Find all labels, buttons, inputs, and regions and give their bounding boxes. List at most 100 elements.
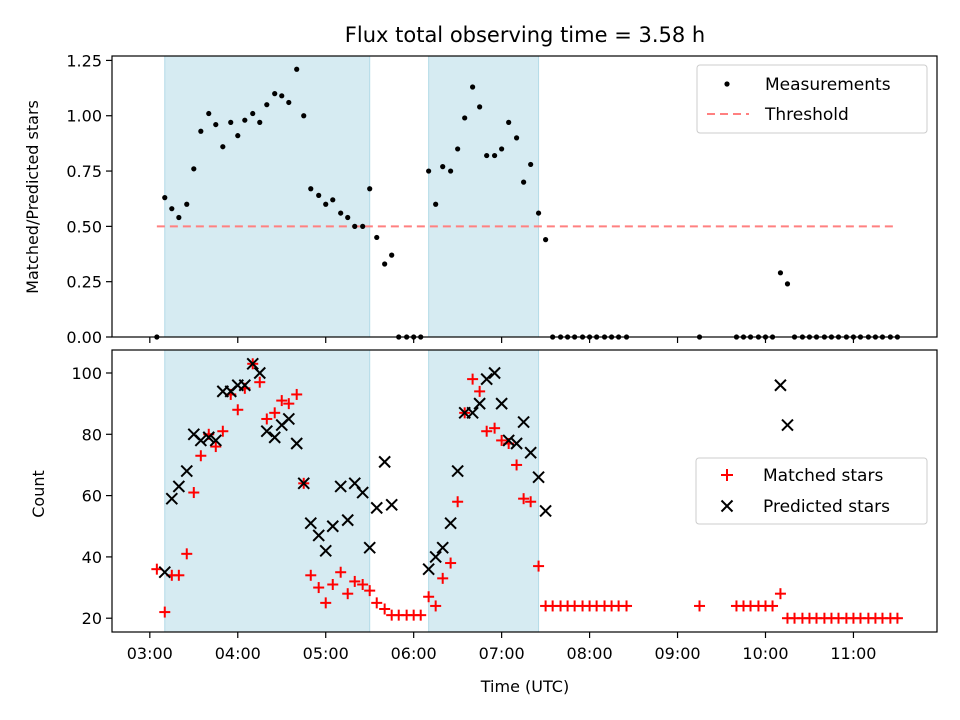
predicted-point-23	[326, 520, 339, 533]
matched-stars-points	[151, 358, 903, 624]
predicted-point-13	[253, 366, 266, 380]
measurement-point-17	[279, 93, 285, 99]
matched-point-1	[159, 606, 171, 618]
matched-point-36	[415, 609, 427, 621]
top-ytick-label-4: 1.00	[66, 107, 102, 126]
matched-point-11	[232, 404, 244, 416]
measurement-point-43	[470, 84, 476, 90]
matched-point-44	[474, 385, 486, 397]
predicted-point-33	[429, 550, 442, 564]
measurement-point-32	[389, 252, 395, 258]
predicted-point-43	[502, 434, 515, 447]
bottom-xtick-label-1: 04:00	[215, 644, 261, 663]
bottom-xtick-label-8: 11:00	[830, 644, 876, 663]
top-shaded-intervals	[164, 55, 540, 338]
top-axes-frame	[111, 55, 938, 338]
matched-point-26	[342, 588, 354, 600]
predicted-point-48	[539, 504, 552, 518]
top-ytick-label-3: 0.75	[66, 162, 102, 181]
predicted-stars-points	[158, 357, 794, 579]
measurement-point-37	[426, 168, 432, 174]
top-legend: Measurements Threshold	[696, 64, 928, 134]
measurement-point-49	[513, 135, 520, 141]
bottom-ytick-label-4: 100	[71, 364, 102, 383]
matched-point-28	[357, 578, 369, 590]
predicted-point-32	[422, 562, 435, 576]
measurement-point-52	[535, 210, 542, 216]
measurement-point-41	[455, 146, 461, 152]
predicted-point-27	[356, 486, 369, 499]
measurement-point-10	[228, 119, 234, 125]
measurement-point-1	[162, 195, 168, 201]
legend-threshold-label: Threshold	[764, 105, 849, 125]
bottom-ytick-label-0: 20	[82, 609, 102, 628]
measurement-point-20	[301, 113, 307, 119]
bottom-xtick-label-0: 03:00	[127, 644, 173, 663]
predicted-point-50	[781, 418, 794, 432]
predicted-point-22	[319, 544, 332, 557]
bottom-panel: 20 40 60 80 100 03:00 04:00 05:00 06:00 07:00 08:…	[29, 349, 938, 696]
predicted-point-41	[488, 366, 501, 380]
predicted-point-11	[238, 379, 252, 392]
measurement-point-8	[213, 121, 219, 128]
legend-matched-label: Matched stars	[763, 466, 883, 486]
matched-point-30	[371, 597, 383, 609]
measurement-point-47	[499, 146, 505, 152]
matched-point-16	[269, 407, 281, 419]
predicted-point-28	[363, 541, 376, 554]
figure-title: Flux total observing time = 3.58 h	[345, 23, 705, 47]
predicted-point-29	[370, 501, 383, 515]
measurement-point-26	[345, 214, 351, 221]
matched-point-64	[621, 600, 633, 612]
matched-point-22	[313, 582, 325, 594]
bottom-xtick-label-6: 09:00	[654, 644, 700, 663]
top-legend-box	[696, 64, 928, 134]
measurement-point-19	[294, 66, 300, 72]
measurement-point-42	[462, 115, 468, 121]
matched-point-46	[489, 422, 501, 434]
measurement-point-16	[272, 91, 278, 97]
predicted-point-20	[304, 516, 317, 530]
bottom-xtick-label-4: 07:00	[479, 644, 525, 663]
predicted-point-19	[297, 477, 310, 490]
predicted-point-35	[444, 516, 457, 530]
legend-measurements-marker	[724, 81, 730, 87]
predicted-point-25	[341, 513, 354, 527]
predicted-point-46	[524, 446, 537, 459]
measurement-point-48	[506, 119, 512, 125]
legend-predicted-label: Predicted stars	[763, 497, 890, 517]
measurement-point-14	[257, 119, 263, 125]
matched-point-40	[445, 557, 457, 569]
measurement-point-22	[316, 192, 322, 198]
predicted-point-34	[436, 541, 449, 554]
top-ytick-label-0: 0.00	[66, 328, 102, 347]
bottom-legend-box	[695, 457, 928, 525]
measurement-point-4	[184, 201, 190, 207]
predicted-point-47	[532, 470, 545, 484]
bottom-y-axis-label: Count	[29, 470, 48, 518]
measurement-point-40	[448, 168, 454, 174]
measurement-point-23	[323, 201, 329, 207]
measurement-point-12	[242, 117, 248, 123]
measurement-point-6	[198, 128, 204, 134]
matched-point-51	[525, 496, 537, 508]
predicted-point-31	[385, 498, 398, 512]
predicted-point-36	[451, 464, 464, 478]
predicted-point-3	[180, 464, 193, 478]
bottom-y-ticks: 20 40 60 80 100	[71, 364, 112, 628]
predicted-point-7	[209, 434, 222, 447]
predicted-point-38	[466, 406, 479, 420]
measurement-point-39	[440, 164, 446, 170]
bottom-xtick-label-3: 06:00	[391, 644, 437, 663]
measurement-point-29	[367, 186, 373, 192]
predicted-point-39	[473, 397, 486, 410]
matched-point-9	[217, 425, 229, 437]
predicted-point-14	[260, 425, 274, 438]
measurement-point-72	[777, 270, 784, 276]
predicted-point-40	[480, 372, 493, 386]
top-ytick-label-5: 1.25	[66, 51, 102, 70]
matched-point-21	[305, 569, 317, 581]
measurement-point-38	[433, 201, 439, 207]
measurement-point-11	[235, 133, 241, 139]
bottom-xtick-label-7: 10:00	[742, 644, 788, 663]
